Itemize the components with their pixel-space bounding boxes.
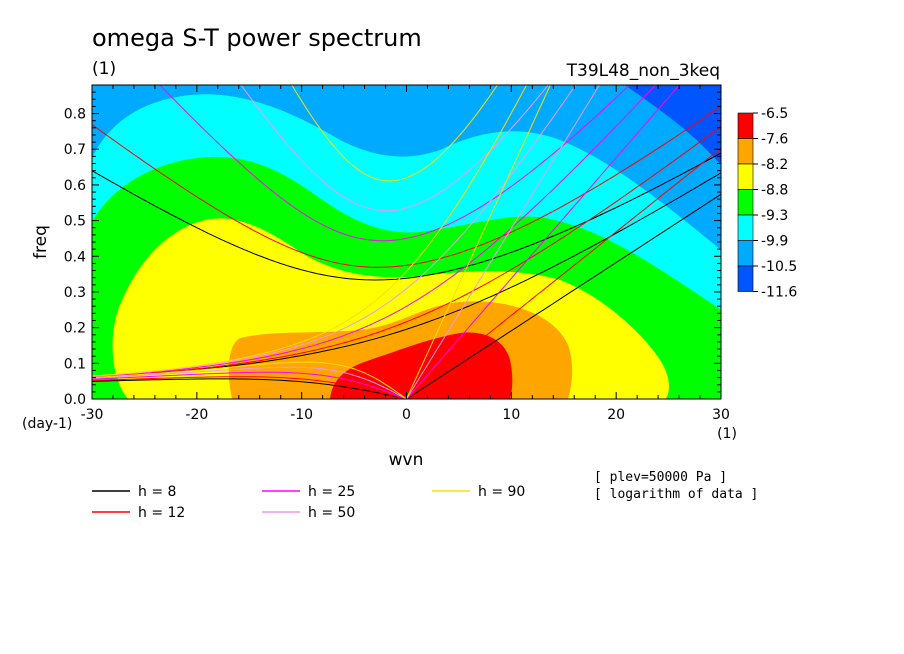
x-tick-label: -10 <box>290 407 313 423</box>
x-axis-unit: (1) <box>717 426 737 442</box>
annotation-plev: [ plev=50000 Pa ] <box>594 470 727 485</box>
colorbar-label: -8.2 <box>761 157 788 173</box>
dispersion-curve <box>240 85 549 212</box>
dispersion-curve <box>92 85 657 378</box>
y-axis: 0.0 0.1 0.2 0.3 0.4 0.5 0.6 0.7 0.8 <box>64 91 721 408</box>
colorbar-label: -9.9 <box>761 234 788 250</box>
run-name: T39L48_non_3keq <box>566 61 720 81</box>
dispersion-curve <box>92 105 721 268</box>
colorbar-label: -11.6 <box>761 285 797 301</box>
legend-label: h = 8 <box>138 484 176 500</box>
dispersion-curve <box>406 85 551 399</box>
dispersion-curve <box>406 85 681 399</box>
y-tick-label: 0.1 <box>64 356 86 372</box>
dispersion-curve <box>92 378 407 399</box>
dispersion-curve <box>92 366 407 399</box>
plot-area <box>92 85 721 399</box>
colorbar-swatch <box>737 265 754 292</box>
x-axis: -30 -20 -10 0 10 20 30 <box>81 85 730 423</box>
legend-label: h = 90 <box>478 484 525 500</box>
colorbar-swatch <box>737 163 754 190</box>
dispersion-curve <box>92 361 407 399</box>
legend: h = 8 h = 12 h = 25 h = 50 h = 90 <box>92 484 525 521</box>
dispersion-curve <box>159 85 631 242</box>
y-tick-label: 0.3 <box>64 285 86 301</box>
x-tick-label: 0 <box>402 407 411 423</box>
colorbar-label: -8.8 <box>761 183 788 199</box>
colorbar-label: -6.5 <box>761 106 788 122</box>
y-axis-unit: (day-1) <box>22 416 72 432</box>
legend-label: h = 50 <box>308 505 355 521</box>
y-tick-label: 0.7 <box>64 142 86 158</box>
annotation-log: [ logarithm of data ] <box>594 487 758 502</box>
colorbar: -6.5 -7.6 -8.2 -8.8 -9.3 -9.9 -10.5 -11.6 <box>737 106 797 301</box>
x-tick-label: 10 <box>502 407 520 423</box>
x-tick-label: 30 <box>712 407 730 423</box>
chart-title-unit: (1) <box>92 59 116 79</box>
dispersion-curve <box>406 85 601 399</box>
region-level-1 <box>330 332 513 399</box>
dispersion-curve <box>92 371 407 399</box>
colorbar-swatch <box>737 112 754 139</box>
dispersion-curve <box>406 147 721 399</box>
x-tick-label: 20 <box>607 407 625 423</box>
region-level-7 <box>625 85 721 165</box>
y-axis-label: freq <box>31 225 51 259</box>
x-axis-label: wvn <box>389 450 424 470</box>
dispersion-curves <box>92 85 721 399</box>
y-tick-label: 0.5 <box>64 214 86 230</box>
y-tick-label: 0.4 <box>64 249 86 265</box>
y-tick-label: 0.6 <box>64 178 86 194</box>
legend-label: h = 12 <box>138 505 185 521</box>
dispersion-curve <box>92 85 528 377</box>
y-tick-label: 0.0 <box>64 392 86 408</box>
colorbar-label: -7.6 <box>761 132 788 148</box>
colorbar-label: -9.3 <box>761 208 788 224</box>
colorbar-label: -10.5 <box>761 259 797 275</box>
legend-label: h = 25 <box>308 484 355 500</box>
dispersion-curve <box>291 85 498 182</box>
colorbar-swatch <box>737 189 754 216</box>
colorbar-swatch <box>737 240 754 267</box>
dispersion-curve <box>92 85 577 377</box>
x-tick-label: -20 <box>185 407 208 423</box>
colorbar-swatch <box>737 138 754 165</box>
y-tick-label: 0.8 <box>64 107 86 123</box>
dispersion-curve <box>406 193 721 399</box>
y-tick-label: 0.2 <box>64 321 86 337</box>
dispersion-curve <box>92 126 721 378</box>
dispersion-curve <box>92 152 721 281</box>
colorbar-swatch <box>737 214 754 241</box>
chart-title: omega S-T power spectrum <box>92 24 422 52</box>
dispersion-curve <box>92 376 407 399</box>
x-tick-label: -30 <box>81 407 104 423</box>
